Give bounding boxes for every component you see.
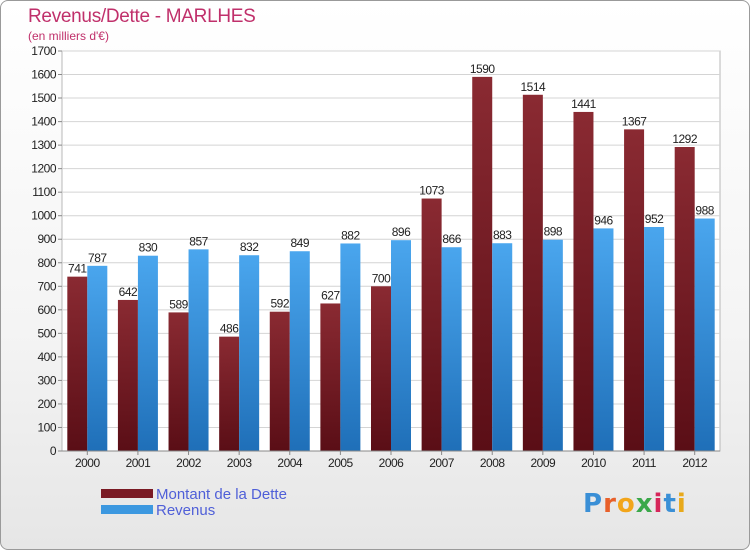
y-tick-label: 100 xyxy=(37,420,56,434)
bar-value-label: 1514 xyxy=(520,80,546,94)
logo-letter: P xyxy=(583,489,604,519)
bar-value-label: 952 xyxy=(645,212,664,226)
bar-revenus xyxy=(188,249,209,451)
bar-value-label: 946 xyxy=(594,213,613,227)
legend-swatch-revenus xyxy=(101,505,153,514)
bar-revenus xyxy=(137,255,158,451)
x-tick-label: 2002 xyxy=(176,456,202,470)
bar-value-label: 589 xyxy=(169,297,188,311)
bar-value-label: 486 xyxy=(220,322,239,336)
bar-value-label: 700 xyxy=(372,271,391,285)
bar-value-label: 882 xyxy=(341,228,360,242)
y-tick-label: 1100 xyxy=(32,185,57,199)
bar-dette xyxy=(421,198,442,451)
bar-revenus xyxy=(239,255,260,451)
bar-dette xyxy=(573,111,594,452)
y-tick-label: 900 xyxy=(37,232,56,246)
y-tick-label: 1500 xyxy=(31,91,57,105)
chart-title: Revenus/Dette - MARLHES xyxy=(28,6,256,27)
bar-revenus xyxy=(441,247,462,451)
chart-subtitle: (en milliers d'€) xyxy=(28,29,109,43)
x-tick-label: 2005 xyxy=(328,456,354,470)
bar-value-label: 1073 xyxy=(419,184,445,198)
x-tick-label: 2000 xyxy=(75,456,101,470)
y-tick-label: 1200 xyxy=(31,162,57,176)
y-tick-label: 400 xyxy=(37,350,56,364)
bar-value-label: 866 xyxy=(442,232,461,246)
bar-value-label: 896 xyxy=(392,225,411,239)
bar-value-label: 1590 xyxy=(470,62,496,76)
bar-dette xyxy=(674,147,695,451)
bar-revenus xyxy=(644,227,665,451)
x-tick-label: 2006 xyxy=(379,456,405,470)
x-tick-label: 2012 xyxy=(682,456,708,470)
x-tick-label: 2008 xyxy=(480,456,506,470)
bar-dette xyxy=(472,76,493,451)
bar-dette xyxy=(168,312,189,451)
bar-revenus xyxy=(289,251,310,451)
x-tick-label: 2007 xyxy=(429,456,455,470)
y-tick-label: 300 xyxy=(37,373,56,387)
y-tick-label: 800 xyxy=(37,256,56,270)
bar-dette xyxy=(320,303,341,451)
y-tick-label: 0 xyxy=(50,444,57,458)
bar-value-label: 1367 xyxy=(622,114,648,128)
logo-letter: o xyxy=(616,489,636,519)
bar-value-label: 832 xyxy=(240,240,259,254)
proxiti-logo: Proxiti xyxy=(583,489,693,529)
y-tick-label: 600 xyxy=(37,303,56,317)
x-tick-label: 2004 xyxy=(277,456,303,470)
bar-revenus xyxy=(542,239,563,451)
bar-value-label: 627 xyxy=(321,288,340,302)
bar-dette xyxy=(219,336,240,451)
bar-dette xyxy=(269,311,290,451)
bar-revenus xyxy=(694,218,715,451)
logo-letter: i xyxy=(676,489,687,519)
y-tick-label: 1400 xyxy=(31,115,57,129)
x-tick-label: 2011 xyxy=(632,456,657,470)
bar-revenus xyxy=(391,240,411,451)
logo-letter: r xyxy=(603,489,617,519)
x-tick-label: 2001 xyxy=(126,456,152,470)
logo-letter: t xyxy=(663,489,677,519)
bar-value-label: 898 xyxy=(544,225,563,239)
bar-dette xyxy=(117,299,138,451)
bar-revenus xyxy=(340,243,361,451)
bar-value-label: 642 xyxy=(119,285,138,299)
bar-value-label: 1292 xyxy=(672,132,698,146)
legend-label-dette: Montant de la Dette xyxy=(156,486,287,503)
y-tick-label: 700 xyxy=(37,279,56,293)
bar-value-label: 1441 xyxy=(571,97,597,111)
y-tick-label: 1700 xyxy=(31,44,57,58)
bar-dette xyxy=(67,276,88,451)
bar-value-label: 883 xyxy=(493,228,512,242)
bar-revenus xyxy=(87,265,108,451)
y-tick-label: 1000 xyxy=(31,209,57,223)
bar-value-label: 787 xyxy=(88,251,107,265)
bar-value-label: 849 xyxy=(291,236,310,250)
y-tick-label: 500 xyxy=(37,326,56,340)
bar-value-label: 592 xyxy=(271,297,290,311)
legend-label-revenus: Revenus xyxy=(156,502,215,519)
bar-value-label: 741 xyxy=(68,262,87,276)
bar-revenus xyxy=(593,228,614,451)
bar-revenus xyxy=(492,243,513,451)
x-tick-label: 2009 xyxy=(530,456,556,470)
y-tick-label: 1300 xyxy=(31,138,57,152)
bar-value-label: 988 xyxy=(695,204,714,218)
x-tick-label: 2010 xyxy=(581,456,607,470)
bar-value-label: 830 xyxy=(139,241,158,255)
bar-dette xyxy=(624,129,645,451)
bar-dette xyxy=(522,94,543,451)
x-tick-label: 2003 xyxy=(227,456,253,470)
logo-letter: x xyxy=(635,489,654,519)
bar-value-label: 857 xyxy=(189,234,208,248)
y-tick-label: 1600 xyxy=(31,68,57,82)
bar-dette xyxy=(371,286,391,451)
y-tick-label: 200 xyxy=(37,397,56,411)
logo-letter: i xyxy=(653,489,664,519)
legend-swatch-dette xyxy=(101,489,153,498)
